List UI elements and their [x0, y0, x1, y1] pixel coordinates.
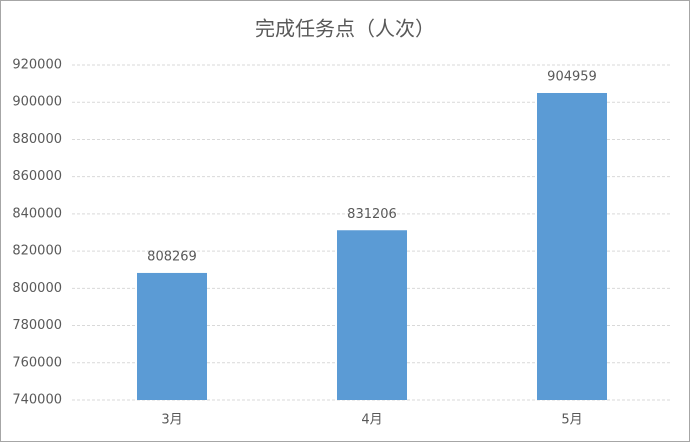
- x-tick-label: 3月: [161, 413, 182, 428]
- x-tick-label: 4月: [361, 413, 382, 428]
- y-tick-label: 880000: [12, 132, 62, 147]
- y-tick-label: 760000: [12, 355, 62, 370]
- x-tick-label: 5月: [561, 413, 582, 428]
- y-tick-label: 740000: [12, 393, 62, 408]
- data-label: 831206: [347, 207, 397, 222]
- bar: [537, 92, 607, 400]
- y-tick-label: 860000: [12, 169, 62, 184]
- data-label: 904959: [547, 69, 597, 84]
- chart-title: 完成任务点（人次）: [255, 17, 435, 41]
- bar: [137, 272, 207, 400]
- y-tick-label: 900000: [12, 95, 62, 110]
- y-tick-label: 800000: [12, 281, 62, 296]
- y-tick-label: 820000: [12, 244, 62, 259]
- y-tick-label: 920000: [12, 58, 62, 73]
- data-label: 808269: [147, 249, 197, 264]
- y-tick-label: 840000: [12, 206, 62, 221]
- bar: [337, 230, 407, 400]
- y-tick-label: 780000: [12, 318, 62, 333]
